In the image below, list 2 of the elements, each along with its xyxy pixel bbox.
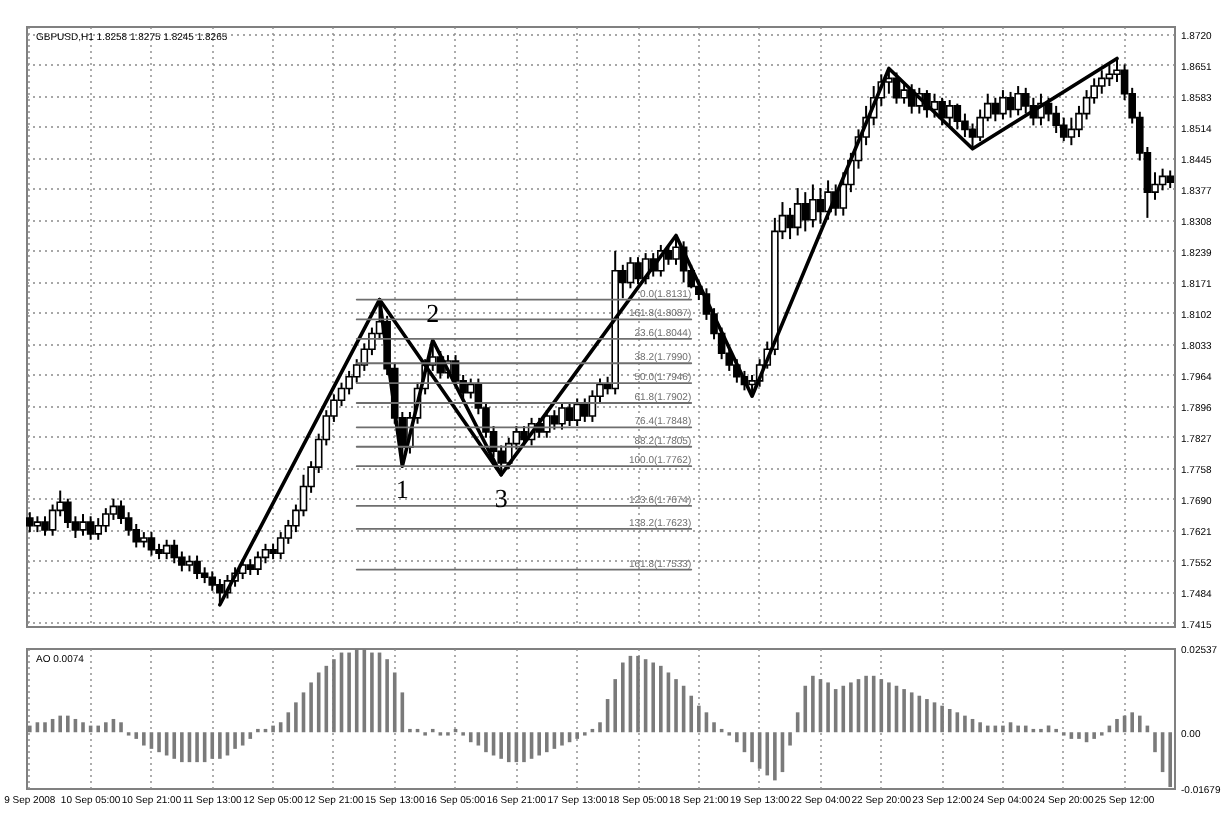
annotation: 3 bbox=[494, 482, 508, 513]
annotation: 1 bbox=[395, 474, 409, 505]
